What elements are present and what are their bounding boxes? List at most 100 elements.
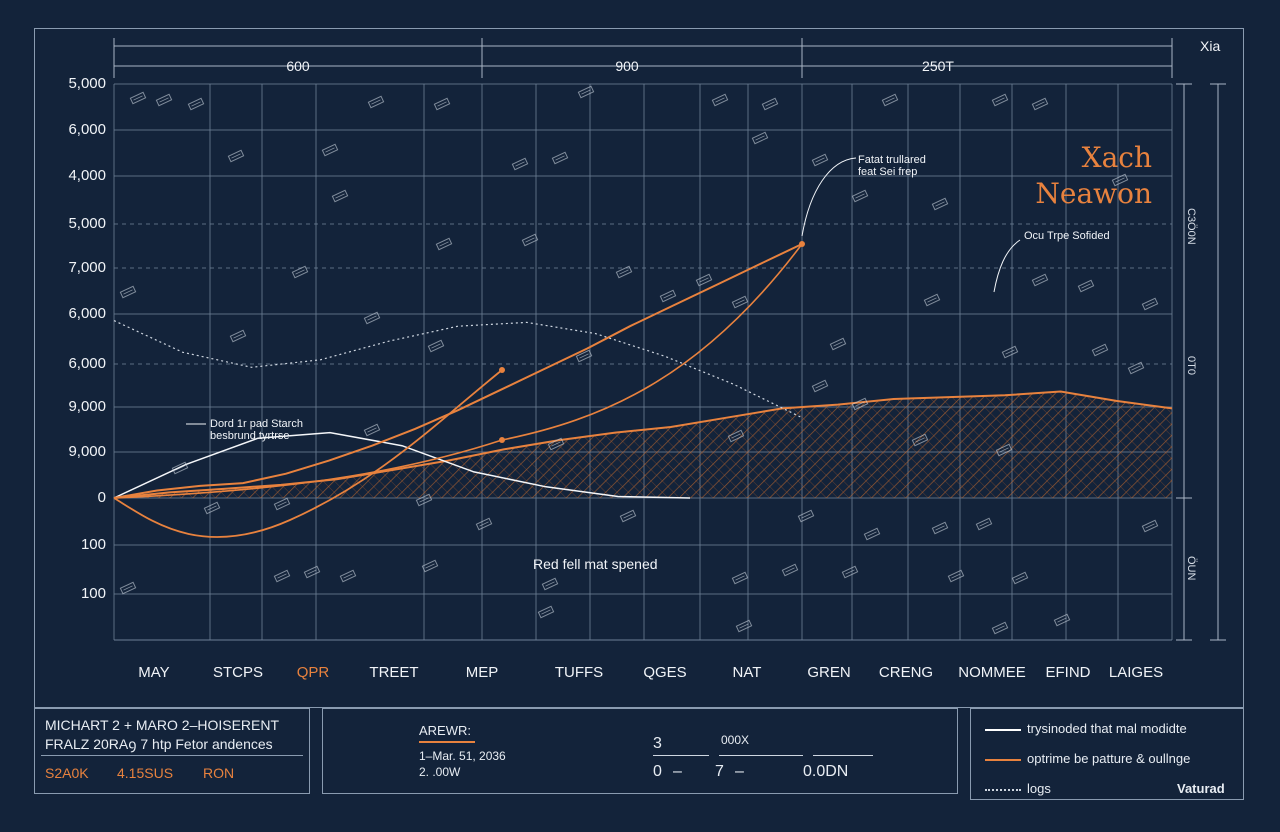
legend-entry: optrime be patture & oullnge (1027, 751, 1191, 766)
top-axis-label: 900 (615, 58, 639, 74)
detail-row-value: 0.0DN (803, 763, 849, 780)
detail-panel: AREWR: 1–Mar. 51, 2036 2. .00W 3 000X 0 … (322, 708, 958, 794)
x-tick-label: CRENG (878, 664, 934, 681)
stat-value: 4.15SUS (117, 765, 174, 781)
y-tick-label: 7,000 (68, 259, 106, 276)
texture-mark (547, 437, 565, 451)
chart-frame (34, 28, 1244, 708)
y-tick-label: 6,000 (68, 355, 106, 372)
detail-sub: 2. .00W (419, 765, 461, 779)
left-annotation: Dord 1r pad Starch besbrund tyrtrse (210, 418, 303, 442)
texture-mark (811, 153, 829, 167)
peak-marker (799, 241, 805, 247)
stat-value: RON (203, 765, 235, 781)
summary-panel: MICHART 2 + MARO 2–HOISERENT FRALZ 20RAꝯ… (34, 708, 310, 794)
texture-mark (511, 157, 529, 171)
right-axis-label: 0T0 (1185, 356, 1197, 375)
texture-mark (291, 265, 309, 279)
texture-mark (829, 337, 847, 351)
x-tick-label: GREN (807, 664, 851, 681)
texture-mark (1001, 345, 1019, 359)
texture-mark (923, 293, 941, 307)
texture-mark (367, 95, 385, 109)
series-line-orange (113, 243, 803, 499)
texture-mark (171, 461, 189, 475)
legend-swatch-orange (985, 759, 1021, 761)
texture-mark (229, 329, 247, 343)
texture-mark (851, 189, 869, 203)
texture-mark (273, 569, 291, 583)
texture-mark (363, 423, 381, 437)
texture-mark (841, 565, 859, 579)
annotation-leader (801, 157, 857, 237)
right-annotation: Ocu Trpe Sofided (1024, 230, 1110, 242)
x-tick-label: NAT (732, 664, 762, 681)
chart-callout-title: Xach Neawon (1035, 141, 1152, 210)
texture-mark (521, 233, 539, 247)
texture-mark (475, 517, 493, 531)
texture-mark (711, 93, 729, 107)
texture-mark (995, 443, 1013, 457)
x-tick-label: QPR (296, 664, 330, 681)
y-tick-label: 9,000 (68, 443, 106, 460)
texture-mark (1053, 613, 1071, 627)
detail-row-value: 7 (715, 763, 724, 780)
stat-value: S2A0K (45, 765, 89, 781)
texture-mark (551, 151, 569, 165)
series-marker (499, 437, 505, 443)
texture-mark (187, 97, 205, 111)
area-fill-crosshatch (114, 391, 1172, 498)
x-tick-label: NOMMEE (958, 664, 1026, 681)
detail-value-b: 000X (721, 733, 750, 747)
detail-row-value: 0 (653, 763, 662, 780)
texture-mark (227, 149, 245, 163)
summary-line-2: FRALZ 20RAꝯ 7 htp Fetor andences (45, 736, 273, 752)
detail-row-sep: – (735, 763, 744, 780)
texture-mark (575, 349, 593, 363)
annotation-leader (993, 239, 1021, 293)
texture-mark (811, 379, 829, 393)
texture-mark (421, 559, 439, 573)
texture-mark (1111, 173, 1129, 187)
y-tick-label: 100 (80, 585, 106, 602)
legend-entry: logs (1027, 781, 1051, 796)
center-annotation: Red fell mat spened (533, 556, 658, 572)
texture-mark (339, 569, 357, 583)
texture-mark (331, 189, 349, 203)
peak-annotation: Fatat trullared feat Sei frep (858, 154, 926, 178)
series-marker (499, 367, 505, 373)
texture-mark (119, 285, 137, 299)
y-tick-label: 100 (80, 536, 106, 553)
texture-mark (1077, 279, 1095, 293)
texture-mark (991, 93, 1009, 107)
right-axis-label: ÖUN (1185, 556, 1197, 581)
texture-mark (615, 265, 633, 279)
texture-mark (931, 521, 949, 535)
texture-mark (931, 197, 949, 211)
legend-footer: Vaturad (1177, 781, 1225, 796)
texture-mark (1031, 273, 1049, 287)
series-line-orange-secondary (113, 369, 503, 538)
texture-mark (541, 577, 559, 591)
texture-mark (911, 433, 929, 447)
texture-mark (273, 497, 291, 511)
texture-mark (1011, 571, 1029, 585)
x-tick-label: STCPS (212, 664, 264, 681)
y-tick-label: 5,000 (68, 75, 106, 92)
legend-panel: trysinoded that mal modidte optrime be p… (970, 708, 1244, 800)
texture-mark (1141, 519, 1159, 533)
summary-line-1: MICHART 2 + MARO 2–HOISERENT (45, 717, 280, 733)
texture-mark (751, 131, 769, 145)
texture-mark (1091, 343, 1109, 357)
detail-value-a: 3 (653, 735, 662, 752)
texture-mark (363, 311, 381, 325)
texture-mark (695, 273, 713, 287)
texture-mark (619, 509, 637, 523)
legend-entry: trysinoded that mal modidte (1027, 721, 1187, 736)
texture-mark (1141, 297, 1159, 311)
texture-mark (975, 517, 993, 531)
texture-mark (761, 97, 779, 111)
texture-mark (735, 619, 753, 633)
x-tick-label: TREET (369, 664, 419, 681)
